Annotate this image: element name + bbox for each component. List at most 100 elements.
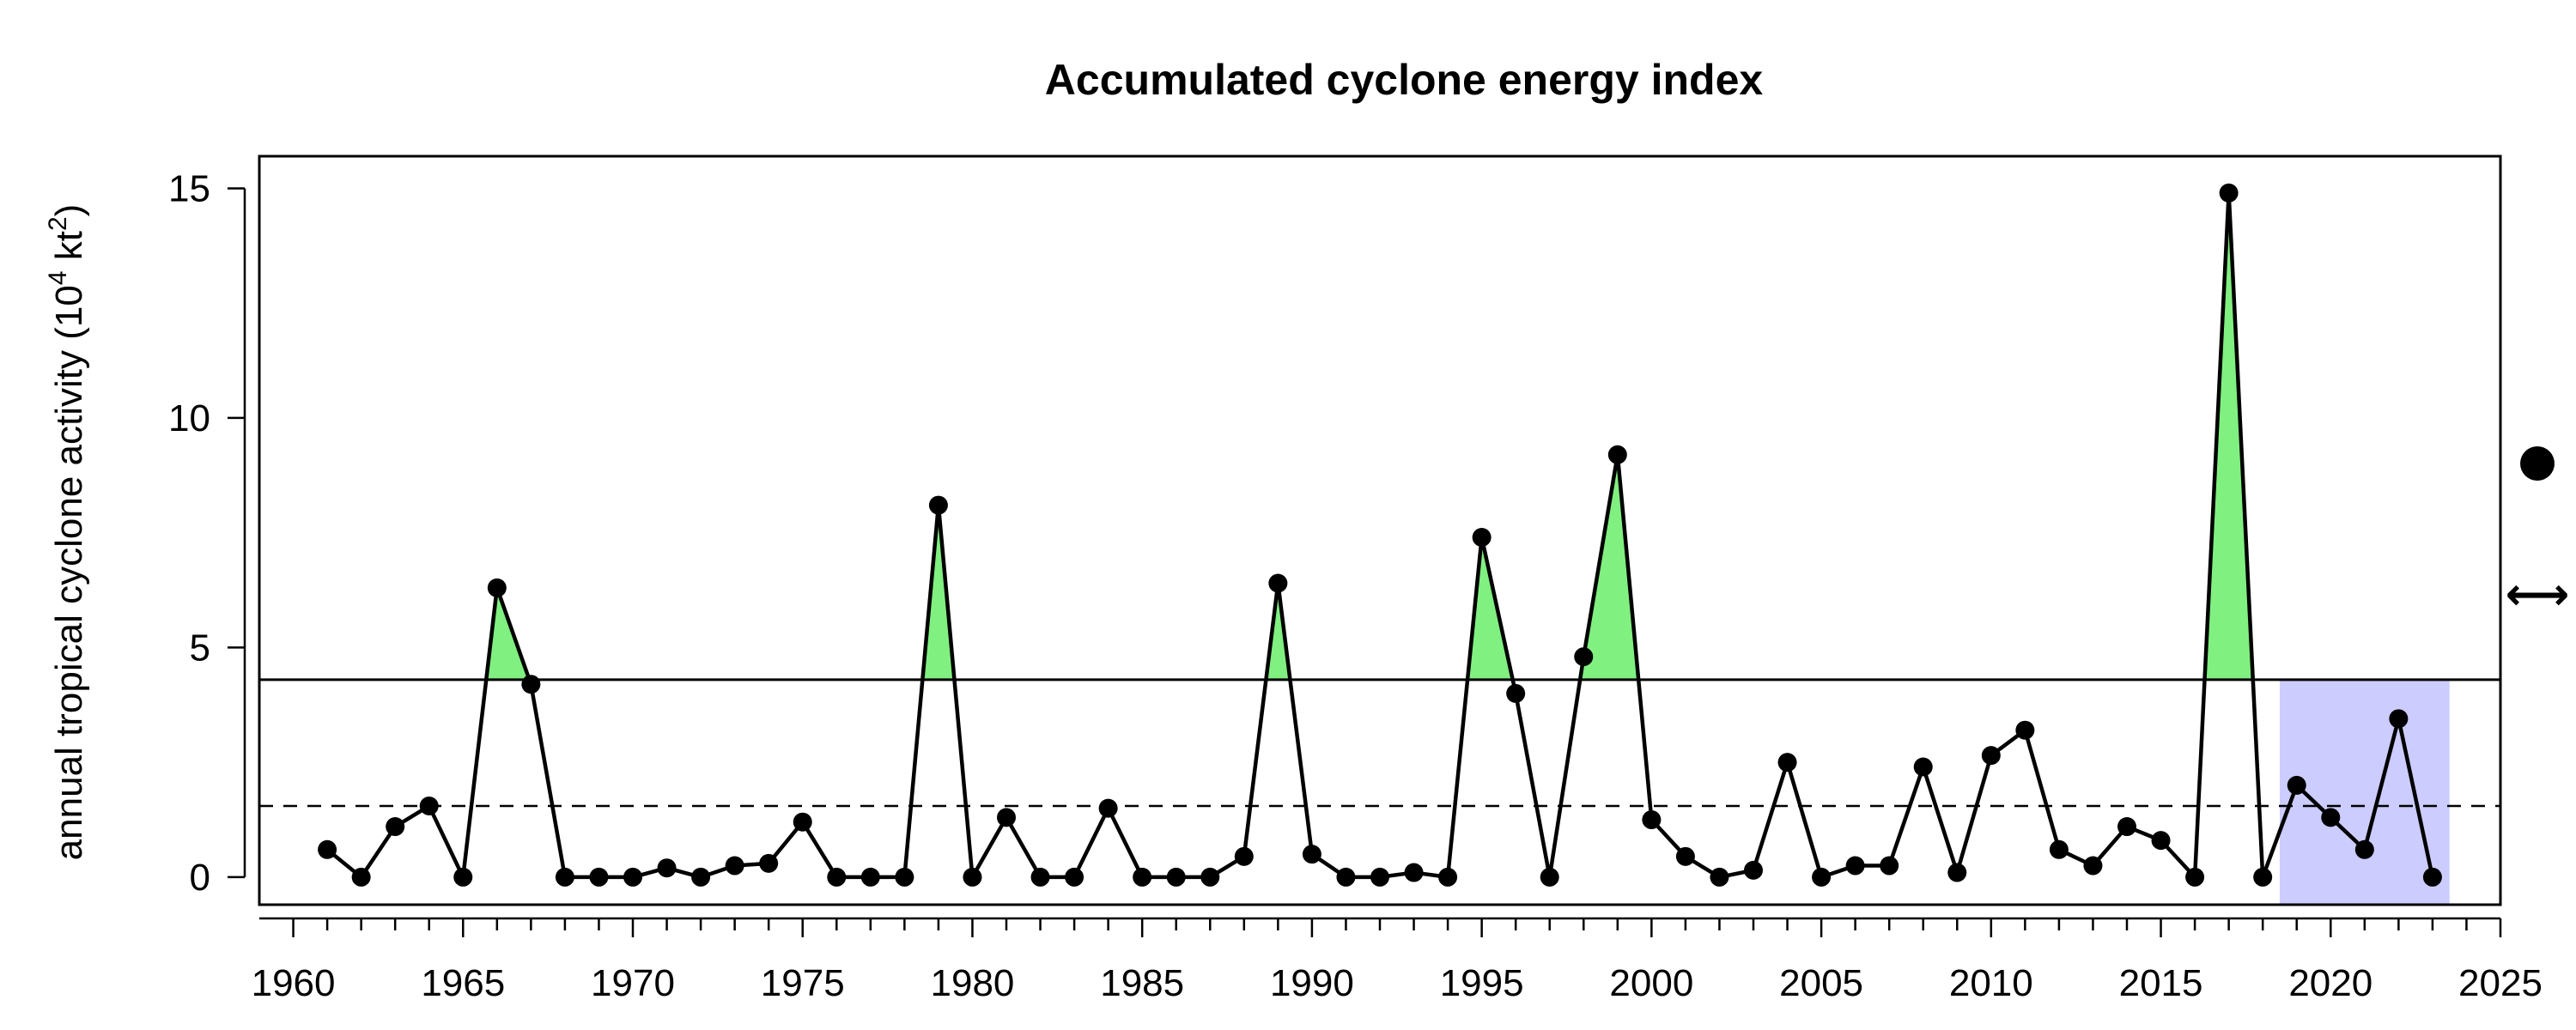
data-point-1993 — [1404, 863, 1424, 882]
data-point-2008 — [1913, 757, 1933, 777]
x-tick-label-1990: 1990 — [1270, 962, 1354, 1004]
plot-frame — [258, 154, 2502, 906]
data-point-1984 — [1098, 798, 1118, 818]
data-point-2023 — [2422, 867, 2442, 887]
data-point-1966 — [487, 578, 507, 597]
above-threshold-fill-2017 — [2204, 192, 2253, 680]
data-point-2006 — [1845, 856, 1865, 876]
data-point-1989 — [1268, 573, 1288, 593]
data-point-2011 — [2015, 720, 2035, 740]
data-point-2005 — [1812, 867, 1832, 887]
data-point-2002 — [1710, 867, 1729, 887]
data-point-2015 — [2151, 831, 2171, 851]
data-point-1991 — [1336, 867, 1356, 887]
data-point-1964 — [419, 796, 439, 815]
x-tick-label-2015: 2015 — [2119, 962, 2203, 1004]
data-point-1985 — [1133, 867, 1152, 887]
series-line-layer — [325, 191, 2435, 880]
above-threshold-fill-1979 — [922, 505, 955, 680]
y-tick-label-15: 15 — [168, 167, 210, 209]
data-point-1967 — [521, 675, 541, 694]
data-points — [318, 183, 2442, 887]
y-tick-label-5: 5 — [190, 627, 210, 669]
data-point-1977 — [860, 867, 880, 887]
data-point-1973 — [725, 856, 744, 876]
data-point-2003 — [1744, 860, 1763, 880]
data-point-1995 — [1472, 528, 1492, 548]
data-point-2022 — [2389, 709, 2409, 729]
x-tick-label-2025: 2025 — [2458, 962, 2543, 1004]
data-point-1978 — [895, 867, 914, 887]
data-point-2004 — [1777, 753, 1797, 772]
chart-title: Accumulated cyclone energy index — [1045, 56, 1764, 104]
data-point-2021 — [2354, 839, 2374, 859]
data-point-1981 — [997, 808, 1016, 827]
data-point-2017 — [2219, 183, 2239, 203]
above-threshold-fill-1989 — [1266, 583, 1291, 680]
data-point-2001 — [1675, 846, 1695, 866]
filled-circle-icon — [2520, 446, 2555, 481]
data-point-2007 — [1880, 856, 1899, 876]
data-point-1992 — [1370, 867, 1389, 887]
data-point-1983 — [1065, 867, 1084, 887]
recent-period-highlight — [2279, 679, 2450, 905]
data-point-2020 — [2321, 808, 2341, 827]
data-point-2012 — [2049, 839, 2069, 859]
data-point-1997 — [1540, 867, 1559, 887]
data-point-2019 — [2287, 775, 2306, 795]
x-tick-label-1980: 1980 — [931, 962, 1015, 1004]
data-point-1968 — [555, 867, 574, 887]
x-tick-label-1970: 1970 — [591, 962, 675, 1004]
x-tick-label-1965: 1965 — [421, 962, 505, 1004]
x-tick-label-2005: 2005 — [1779, 962, 1863, 1004]
data-point-1979 — [928, 495, 948, 515]
x-tick-label-2010: 2010 — [1949, 962, 2033, 1004]
data-point-1969 — [589, 867, 609, 887]
reference-lines — [259, 678, 2500, 808]
data-point-2018 — [2253, 867, 2273, 887]
data-point-1965 — [453, 867, 473, 887]
data-point-1982 — [1030, 867, 1050, 887]
x-tick-label-1985: 1985 — [1100, 962, 1184, 1004]
above-threshold-fill-1998 — [1580, 454, 1639, 680]
data-point-1976 — [827, 867, 847, 887]
data-point-2013 — [2083, 856, 2103, 876]
double-arrow-icon: ⟷ — [2506, 569, 2570, 621]
data-point-1996 — [1506, 683, 1526, 703]
data-point-2014 — [2117, 817, 2136, 837]
y-tick-label-0: 0 — [190, 857, 210, 899]
x-tick-label-1975: 1975 — [761, 962, 845, 1004]
y-axis-label: annual tropical cyclone activity (104 kt… — [44, 204, 90, 861]
data-point-1962 — [351, 867, 371, 887]
data-point-2009 — [1947, 863, 1967, 882]
data-point-1987 — [1200, 867, 1220, 887]
side-legend: ⟷ — [2506, 446, 2570, 621]
data-point-2010 — [1981, 746, 2001, 766]
x-tick-label-2020: 2020 — [2288, 962, 2372, 1004]
data-point-1994 — [1438, 867, 1458, 887]
x-tick-label-1960: 1960 — [252, 962, 336, 1004]
x-tick-label-2000: 2000 — [1609, 962, 1693, 1004]
ace-series-line — [325, 191, 2435, 880]
data-point-1999 — [1607, 445, 1627, 464]
data-point-1998 — [1574, 647, 1594, 667]
data-point-1988 — [1234, 846, 1254, 866]
data-point-1971 — [657, 858, 677, 878]
data-point-1972 — [691, 867, 711, 887]
above-threshold-fill-1966 — [486, 587, 530, 680]
data-point-1986 — [1166, 867, 1186, 887]
y-tick-label-10: 10 — [168, 397, 210, 439]
highlight-layer — [2279, 679, 2450, 905]
y-axis: 0 5 10 15 — [168, 167, 246, 899]
x-tick-label-1995: 1995 — [1440, 962, 1524, 1004]
above-threshold-fills — [486, 192, 2253, 680]
data-point-2016 — [2185, 867, 2205, 887]
x-axis: 1960 1965 1970 1975 1980 1985 1990 1995 2000 2005… — [252, 917, 2543, 1004]
data-point-1970 — [623, 867, 642, 887]
data-point-1963 — [386, 817, 405, 837]
data-point-1974 — [759, 853, 779, 873]
data-point-2000 — [1642, 810, 1662, 830]
data-point-1990 — [1302, 845, 1321, 864]
data-point-1980 — [963, 867, 982, 887]
